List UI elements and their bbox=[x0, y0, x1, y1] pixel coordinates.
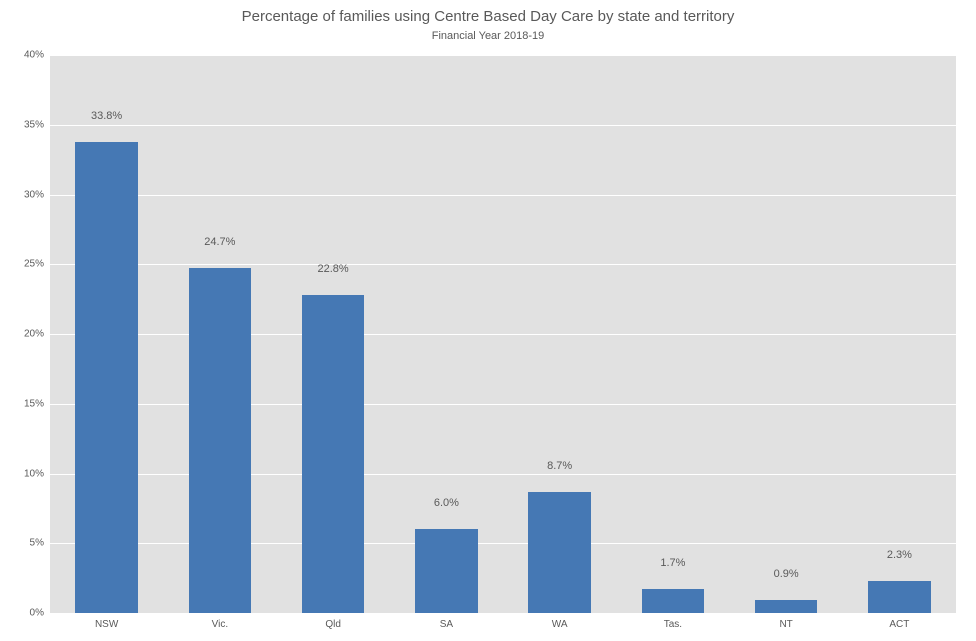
bar bbox=[302, 295, 364, 613]
bar-slot: 24.7%Vic. bbox=[163, 55, 276, 613]
x-axis-tick-label: WA bbox=[503, 619, 616, 630]
x-axis-tick-label: Qld bbox=[277, 619, 390, 630]
y-axis-tick-label: 15% bbox=[24, 398, 44, 409]
y-axis-tick-label: 30% bbox=[24, 189, 44, 200]
x-axis-tick-label: SA bbox=[390, 619, 503, 630]
bar bbox=[755, 600, 817, 613]
bar bbox=[528, 492, 590, 613]
bar-value-label: 1.7% bbox=[616, 557, 729, 573]
y-axis-tick-label: 0% bbox=[30, 608, 44, 619]
bar-value-label: 8.7% bbox=[503, 460, 616, 476]
bar-slot: 6.0%SA bbox=[390, 55, 503, 613]
bar bbox=[189, 268, 251, 613]
bar-value-label: 6.0% bbox=[390, 497, 503, 513]
bar bbox=[642, 589, 704, 613]
bar-slot: 2.3%ACT bbox=[843, 55, 956, 613]
bar-slot: 1.7%Tas. bbox=[616, 55, 729, 613]
y-axis-tick-label: 5% bbox=[30, 538, 44, 549]
bar-slot: 22.8%Qld bbox=[277, 55, 390, 613]
y-axis-tick-label: 35% bbox=[24, 119, 44, 130]
chart-subtitle: Financial Year 2018-19 bbox=[0, 30, 976, 42]
chart-container: 0%5%10%15%20%25%30%35%40%33.8%NSW24.7%Vi… bbox=[0, 0, 976, 641]
bar-slot: 8.7%WA bbox=[503, 55, 616, 613]
bar-value-label: 2.3% bbox=[843, 549, 956, 565]
bar bbox=[868, 581, 930, 613]
x-axis-tick-label: Tas. bbox=[616, 619, 729, 630]
bar-value-label: 22.8% bbox=[277, 263, 390, 279]
gridline bbox=[50, 613, 956, 614]
x-axis-tick-label: ACT bbox=[843, 619, 956, 630]
x-axis-tick-label: Vic. bbox=[163, 619, 276, 630]
y-axis-tick-label: 10% bbox=[24, 468, 44, 479]
bar-value-label: 33.8% bbox=[50, 110, 163, 126]
bar bbox=[415, 529, 477, 613]
bar-slot: 0.9%NT bbox=[730, 55, 843, 613]
plot-area: 0%5%10%15%20%25%30%35%40%33.8%NSW24.7%Vi… bbox=[50, 55, 956, 613]
y-axis-tick-label: 20% bbox=[24, 329, 44, 340]
bar-value-label: 0.9% bbox=[730, 568, 843, 584]
bar bbox=[75, 142, 137, 614]
bar-value-label: 24.7% bbox=[163, 236, 276, 252]
chart-title: Percentage of families using Centre Base… bbox=[0, 8, 976, 25]
x-axis-tick-label: NT bbox=[730, 619, 843, 630]
x-axis-tick-label: NSW bbox=[50, 619, 163, 630]
y-axis-tick-label: 40% bbox=[24, 50, 44, 61]
bar-slot: 33.8%NSW bbox=[50, 55, 163, 613]
y-axis-tick-label: 25% bbox=[24, 259, 44, 270]
